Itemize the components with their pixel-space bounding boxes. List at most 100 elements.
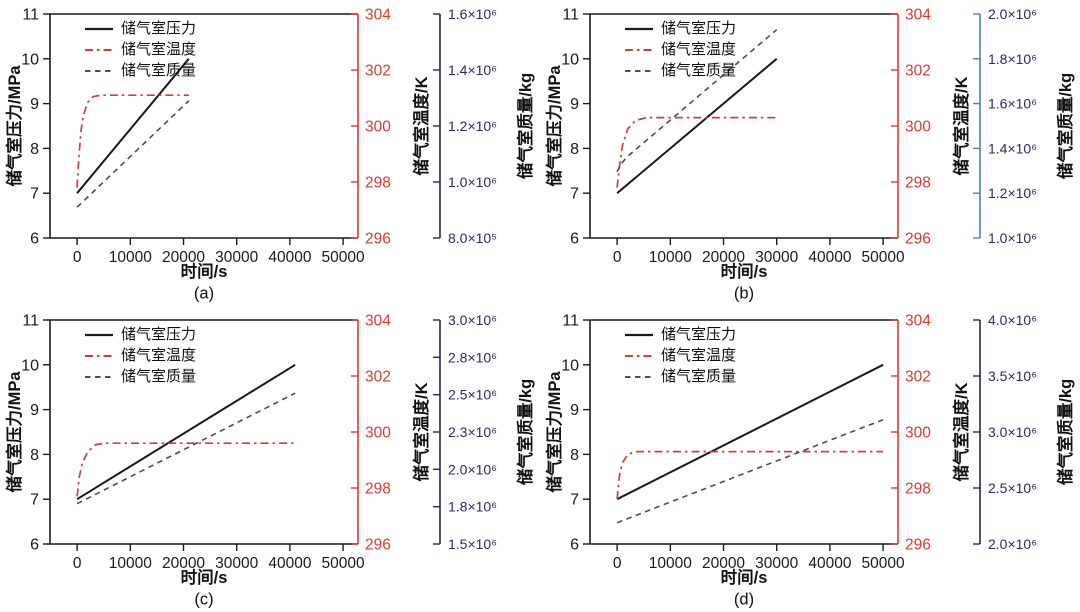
mass-tick-label: 2.3×10⁶	[448, 424, 497, 440]
pressure-tick-label: 8	[570, 141, 579, 158]
x-tick-label: 50000	[862, 555, 905, 572]
legend-item-pressure: 储气室压力	[624, 18, 736, 39]
mass-axis-title: 储气室质量/kg	[517, 378, 535, 486]
x-tick-label: 10000	[649, 555, 692, 572]
legend-item-mass: 储气室质量	[84, 366, 196, 387]
mass-axis-title: 储气室质量/kg	[1057, 378, 1075, 486]
plot-canvas-b: 0 10000 20000 30000 40000 50000 6 7 8 9 10 11 296 298…	[561, 6, 1037, 266]
legend-item-mass: 储气室质量	[84, 60, 196, 81]
pressure-line-swatch	[85, 27, 113, 30]
legend: 储气室压力 储气室温度 储气室质量	[624, 324, 736, 387]
x-tick-label: 30000	[755, 555, 798, 572]
legend-label-temperature: 储气室温度	[121, 347, 197, 364]
subplot-caption: (a)	[193, 284, 215, 303]
temperature-axis-title: 储气室温度/K	[413, 382, 431, 482]
pressure-tick-label: 11	[22, 7, 39, 24]
mass-line-swatch	[625, 69, 653, 72]
subplot-caption: (d)	[733, 590, 755, 609]
pressure-tick-label: 7	[30, 186, 39, 203]
pressure-line-swatch	[625, 27, 653, 30]
temperature-line-swatch	[625, 354, 653, 357]
x-tick-label: 20000	[702, 555, 745, 572]
subplot-caption: (b)	[733, 284, 755, 303]
temperature-axis-title: 储气室温度/K	[953, 76, 971, 176]
mass-tick-label: 1.4×10⁶	[988, 140, 1037, 156]
legend-item-mass: 储气室质量	[624, 366, 736, 387]
legend-label-pressure: 储气室压力	[661, 20, 737, 37]
pressure-tick-label: 10	[561, 51, 579, 68]
pressure-tick-label: 9	[570, 402, 579, 419]
temperature-curve	[616, 450, 884, 500]
temperature-tick-label: 300	[365, 425, 391, 442]
x-tick-label: 40000	[808, 555, 851, 572]
pressure-curve	[76, 363, 296, 501]
pressure-tick-label: 6	[570, 537, 579, 554]
mass-tick-label: 2.0×10⁶	[988, 6, 1037, 22]
pressure-tick-label: 8	[30, 447, 39, 464]
pressure-tick-label: 7	[30, 492, 39, 509]
legend-item-temperature: 储气室温度	[84, 345, 196, 366]
temperature-tick-label: 298	[365, 175, 391, 192]
temperature-curve	[76, 442, 296, 497]
legend-label-mass: 储气室质量	[121, 62, 197, 79]
mass-curve	[76, 392, 296, 505]
temperature-tick-label: 300	[905, 425, 931, 442]
mass-tick-label: 3.0×10⁶	[448, 312, 497, 328]
temperature-line-swatch	[625, 48, 653, 51]
x-tick-label: 50000	[862, 249, 905, 266]
pressure-tick-label: 9	[30, 96, 39, 113]
x-tick-label: 0	[73, 249, 82, 266]
mass-tick-label: 1.6×10⁶	[448, 6, 497, 22]
x-tick-label: 50000	[322, 249, 365, 266]
mass-tick-label: 1.6×10⁶	[988, 96, 1037, 112]
mass-tick-label: 1.2×10⁶	[448, 118, 497, 134]
mass-tick-label: 1.5×10⁶	[448, 536, 497, 552]
mass-axis-title: 储气室质量/kg	[1057, 72, 1075, 180]
temperature-line-swatch	[85, 354, 113, 357]
pressure-tick-label: 10	[21, 357, 39, 374]
mass-tick-label: 1.8×10⁶	[448, 499, 497, 515]
mass-tick-label: 2.5×10⁶	[988, 480, 1037, 496]
pressure-line-swatch	[625, 333, 653, 336]
plot-canvas-a: 0 10000 20000 30000 40000 50000 6 7 8 9 10 11 296 298…	[21, 6, 497, 266]
mass-line-swatch	[85, 375, 113, 378]
pressure-tick-label: 6	[570, 231, 579, 248]
legend-item-temperature: 储气室温度	[624, 39, 736, 60]
mass-tick-label: 1.0×10⁶	[988, 230, 1037, 246]
legend: 储气室压力 储气室温度 储气室质量	[84, 18, 196, 81]
legend: 储气室压力 储气室温度 储气室质量	[84, 324, 196, 387]
x-tick-label: 0	[613, 249, 622, 266]
legend-item-pressure: 储气室压力	[84, 18, 196, 39]
x-tick-label: 40000	[808, 249, 851, 266]
legend-label-pressure: 储气室压力	[661, 326, 737, 343]
mass-line-swatch	[85, 69, 113, 72]
x-tick-label: 40000	[268, 249, 311, 266]
plot-canvas-d: 0 10000 20000 30000 40000 50000 6 7 8 9 10 11 296 298…	[561, 312, 1037, 572]
mass-tick-label: 3.0×10⁶	[988, 424, 1037, 440]
temperature-tick-label: 302	[365, 63, 391, 80]
temperature-tick-label: 296	[365, 231, 391, 248]
subplot-c: 0 10000 20000 30000 40000 50000 6 7 8 9 10 11 296 298…	[0, 306, 540, 612]
mass-tick-label: 2.5×10⁶	[448, 387, 497, 403]
x-tick-label: 0	[613, 555, 622, 572]
legend-item-mass: 储气室质量	[624, 60, 736, 81]
mass-tick-label: 2.8×10⁶	[448, 349, 497, 365]
mass-tick-label: 4.0×10⁶	[988, 312, 1037, 328]
x-tick-label: 30000	[755, 249, 798, 266]
x-tick-label: 50000	[322, 555, 365, 572]
pressure-tick-label: 10	[561, 357, 579, 374]
x-tick-label: 20000	[162, 555, 205, 572]
legend-label-mass: 储气室质量	[121, 368, 197, 385]
temperature-tick-label: 300	[905, 119, 931, 136]
mass-tick-label: 1.2×10⁶	[988, 185, 1037, 201]
mass-line-swatch	[625, 375, 653, 378]
time-axis-title: 时间/s	[180, 263, 228, 281]
mass-tick-label: 1.4×10⁶	[448, 62, 497, 78]
mass-tick-label: 2.0×10⁶	[448, 461, 497, 477]
mass-curve	[76, 100, 190, 208]
legend-label-temperature: 储气室温度	[661, 347, 737, 364]
pressure-tick-label: 10	[21, 51, 39, 68]
legend-label-temperature: 储气室温度	[121, 41, 197, 58]
temperature-tick-label: 304	[905, 7, 931, 24]
